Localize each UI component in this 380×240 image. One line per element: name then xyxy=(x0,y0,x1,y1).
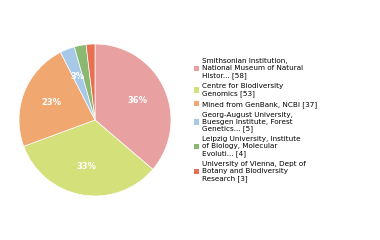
Wedge shape xyxy=(60,47,95,120)
Wedge shape xyxy=(86,44,95,120)
Text: 36%: 36% xyxy=(128,96,148,105)
Legend: Smithsonian Institution,
National Museum of Natural
Histor... [58], Centre for B: Smithsonian Institution, National Museum… xyxy=(194,58,317,182)
Wedge shape xyxy=(19,52,95,146)
Wedge shape xyxy=(95,44,171,169)
Text: 23%: 23% xyxy=(41,98,61,107)
Wedge shape xyxy=(24,120,153,196)
Text: 3%: 3% xyxy=(71,72,85,81)
Wedge shape xyxy=(74,45,95,120)
Text: 33%: 33% xyxy=(77,162,97,171)
